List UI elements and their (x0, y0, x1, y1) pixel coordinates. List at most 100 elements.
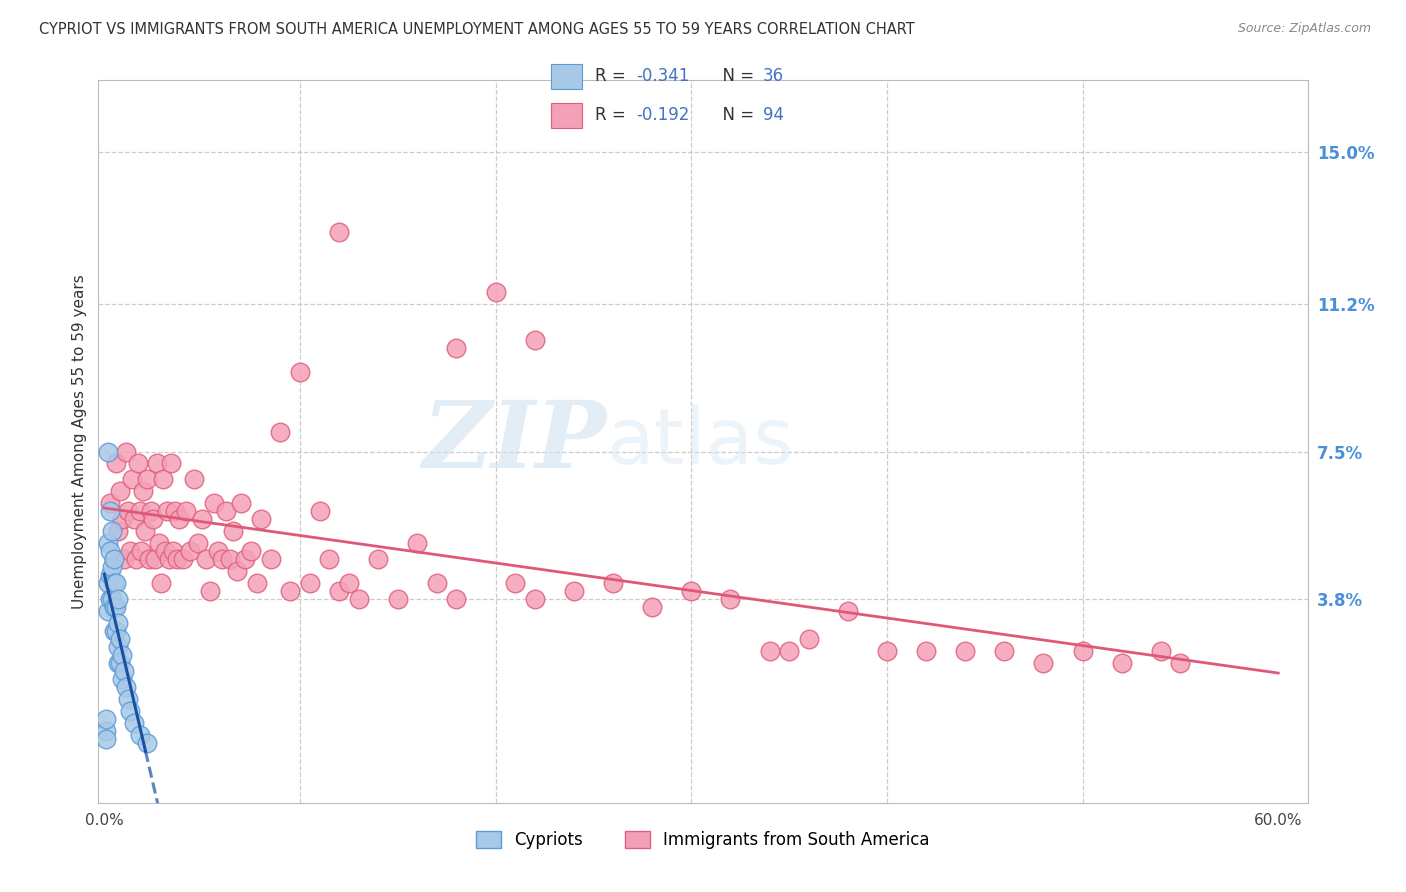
Point (107, 616, 129, 631)
Point (127, 457, 149, 471)
Point (328, 225, 350, 239)
Point (195, 552, 218, 566)
Point (641, 600, 664, 615)
Point (141, 504, 163, 518)
Point (278, 584, 301, 599)
Point (347, 592, 370, 607)
Point (187, 536, 209, 550)
Point (837, 604, 859, 618)
Point (111, 512, 134, 526)
Point (128, 504, 150, 518)
Point (103, 576, 125, 591)
Point (98, 504, 121, 518)
Point (111, 672, 134, 686)
Point (136, 473, 159, 487)
Point (231, 496, 253, 510)
Point (167, 512, 190, 526)
Point (98, 592, 121, 607)
Point (406, 536, 429, 550)
Point (915, 644, 938, 658)
Text: N =: N = (713, 68, 759, 86)
Point (484, 285, 506, 299)
Point (718, 592, 741, 607)
Point (98, 496, 121, 510)
Point (97, 604, 120, 618)
Text: N =: N = (713, 106, 759, 124)
Point (367, 552, 389, 566)
Legend: Cypriots, Immigrants from South America: Cypriots, Immigrants from South America (470, 824, 936, 856)
Point (118, 544, 141, 558)
Point (1071, 644, 1094, 658)
Point (101, 560, 124, 574)
Point (876, 644, 898, 658)
Point (233, 552, 256, 566)
Point (101, 524, 124, 539)
Point (117, 504, 139, 518)
FancyBboxPatch shape (551, 103, 582, 128)
Point (107, 524, 129, 539)
Point (98, 568, 121, 582)
Text: Source: ZipAtlas.com: Source: ZipAtlas.com (1237, 22, 1371, 36)
Point (250, 512, 273, 526)
Point (308, 504, 330, 518)
Point (426, 576, 449, 591)
Point (207, 544, 229, 558)
Text: 94: 94 (762, 106, 783, 124)
Point (246, 576, 269, 591)
Point (157, 552, 180, 566)
Point (138, 552, 160, 566)
Point (153, 544, 176, 558)
Point (1032, 656, 1054, 670)
Point (318, 552, 340, 566)
Point (162, 544, 184, 558)
Point (114, 444, 136, 458)
Text: atlas: atlas (606, 403, 794, 480)
Point (108, 656, 131, 670)
Point (269, 425, 291, 439)
Point (122, 715, 145, 730)
Point (328, 584, 350, 599)
Point (107, 592, 129, 607)
Point (446, 341, 468, 355)
Point (1170, 656, 1192, 670)
Point (96, 712, 118, 726)
Point (97, 536, 120, 550)
Point (117, 692, 139, 706)
Point (105, 457, 128, 471)
FancyBboxPatch shape (551, 63, 582, 89)
Point (121, 473, 143, 487)
Point (240, 544, 263, 558)
Point (222, 524, 245, 539)
Point (111, 648, 134, 662)
Point (778, 644, 800, 658)
Point (96, 723, 118, 738)
Point (681, 584, 703, 599)
Point (163, 504, 186, 518)
Point (176, 504, 198, 518)
Point (503, 576, 526, 591)
Point (146, 457, 169, 471)
Point (797, 632, 820, 647)
Point (103, 624, 125, 639)
Point (993, 644, 1015, 658)
Point (105, 600, 128, 615)
Point (98, 544, 121, 558)
Point (218, 552, 240, 566)
Point (105, 576, 128, 591)
Point (101, 592, 124, 607)
Point (128, 728, 150, 742)
Point (226, 564, 249, 578)
Point (112, 552, 135, 566)
Point (1150, 644, 1173, 658)
Point (97, 444, 120, 458)
Point (387, 592, 409, 607)
Point (131, 544, 153, 558)
Point (758, 644, 780, 658)
Point (446, 592, 468, 607)
Point (183, 473, 205, 487)
Point (211, 552, 233, 566)
Point (298, 576, 321, 591)
Point (156, 504, 179, 518)
Point (107, 640, 129, 654)
Point (179, 544, 201, 558)
